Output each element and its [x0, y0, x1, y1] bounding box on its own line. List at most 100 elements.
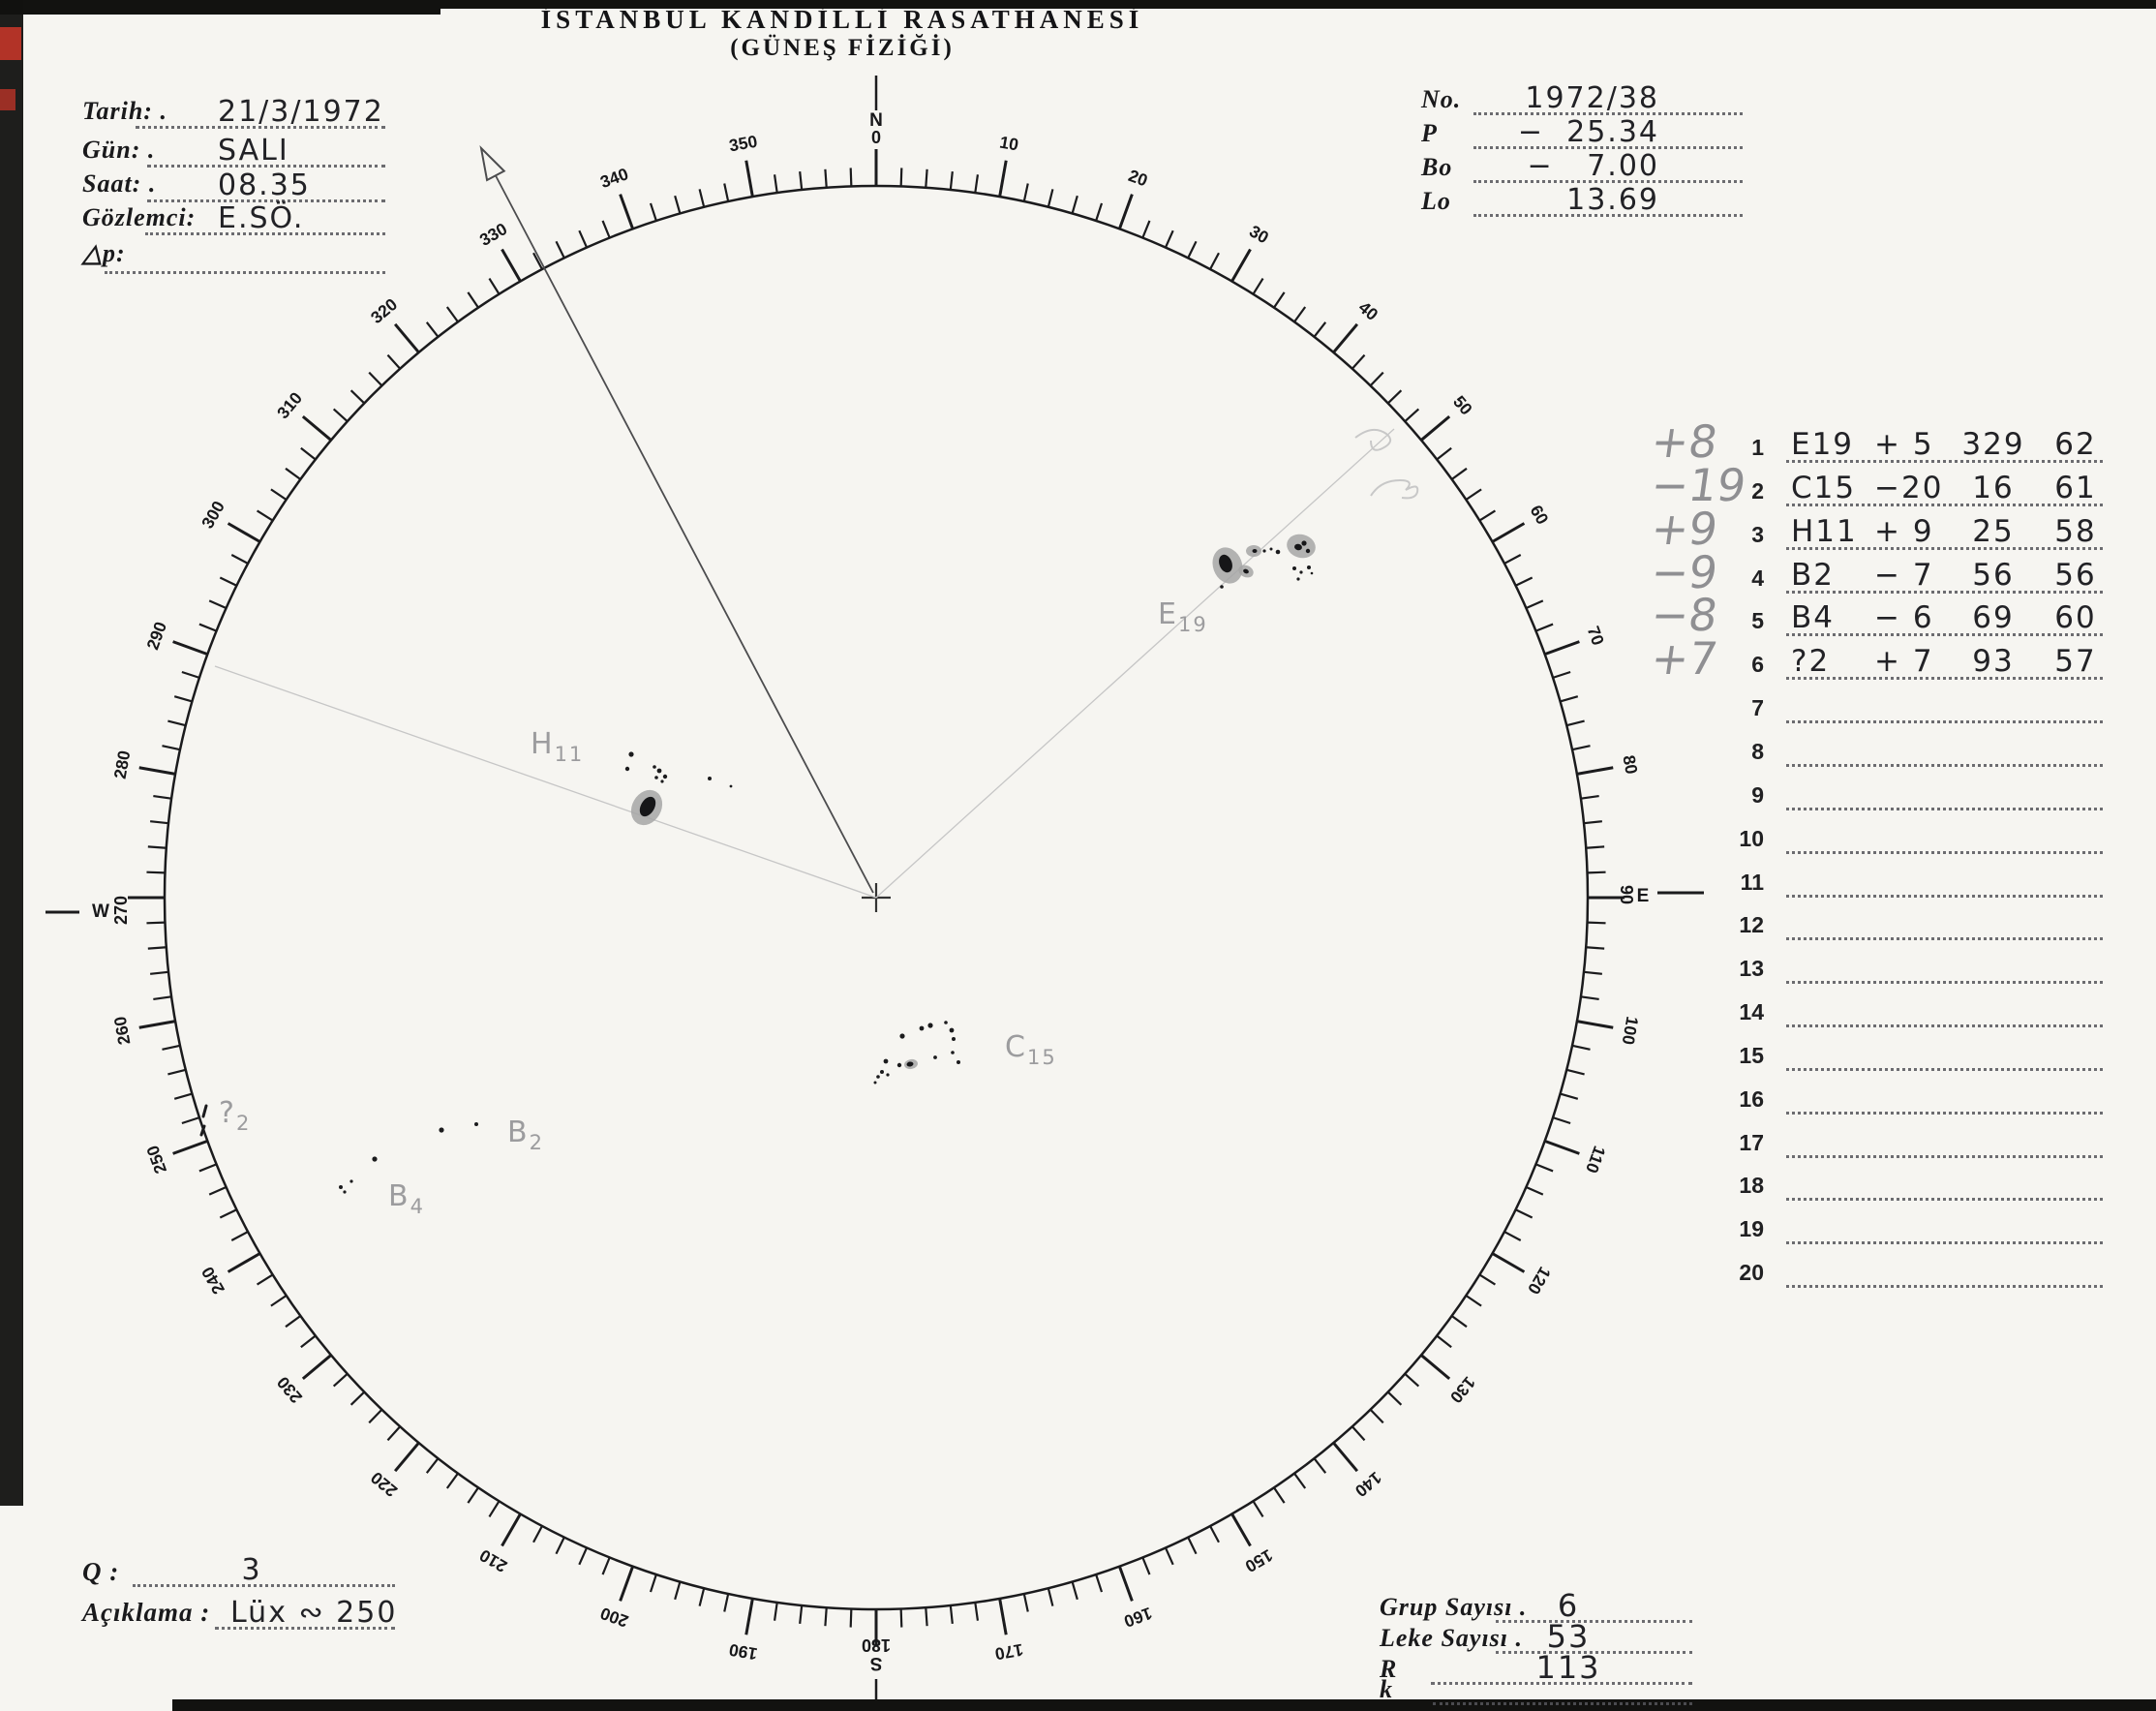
degree-tick — [1478, 1273, 1497, 1286]
form-right-dotted-line — [1473, 180, 1743, 183]
degree-tick — [1313, 1457, 1327, 1474]
footer-aciklama-label: Açıklama : — [82, 1598, 211, 1627]
degree-tick — [1526, 1185, 1544, 1196]
form-right-label: Bo — [1421, 153, 1453, 181]
degree-tick — [256, 1273, 274, 1286]
degree-label: 280 — [110, 749, 135, 779]
sunspot-dot — [729, 784, 733, 788]
degree-label: 260 — [110, 1015, 135, 1046]
degree-tick — [349, 1390, 366, 1406]
degree-tick — [1071, 1581, 1078, 1601]
form-right-value: − 25.34 — [1517, 115, 1659, 149]
degree-tick — [849, 168, 853, 187]
sunspot-umbra — [1294, 543, 1302, 551]
degree-tick — [1450, 467, 1468, 480]
sunspot-dot — [1296, 577, 1300, 581]
table-row-dotted-line — [1786, 633, 2103, 637]
sunspot-dot — [349, 1179, 353, 1183]
sunspot-dash — [199, 1124, 206, 1137]
degree-tick — [162, 1044, 181, 1051]
degree-tick — [1552, 670, 1571, 679]
compass-north-label: N — [869, 110, 883, 131]
table-cell-latitude: − 6 — [1874, 600, 1934, 636]
degree-tick — [1565, 1068, 1585, 1076]
table-row-dotted-line — [1786, 1154, 2103, 1158]
degree-tick — [153, 794, 172, 800]
degree-tick — [349, 389, 366, 405]
degree-label: 300 — [197, 498, 228, 533]
sunspot-umbra-dot — [1305, 548, 1311, 554]
table-cell-longitude: 25 — [1972, 513, 2015, 549]
table-row-number: 15 — [1739, 1042, 1764, 1068]
compass-east-label: E — [1637, 886, 1650, 906]
footer-right-label: Grup Sayısı . — [1380, 1593, 1528, 1621]
degree-tick — [181, 670, 200, 679]
degree-tick — [172, 640, 208, 657]
degree-tick — [1552, 1116, 1571, 1125]
degree-tick — [974, 174, 980, 194]
table-row-number: 18 — [1739, 1173, 1764, 1199]
degree-tick — [949, 171, 954, 191]
degree-tick — [1230, 1512, 1252, 1547]
sunspot-dot — [662, 774, 668, 779]
degree-tick — [1351, 1425, 1366, 1442]
degree-tick — [532, 252, 543, 270]
degree-tick — [1587, 871, 1606, 874]
scan-top-edge — [0, 0, 2156, 9]
degree-tick — [230, 1231, 249, 1241]
degree-tick — [1313, 321, 1327, 338]
sunspot-dot — [656, 768, 662, 774]
degree-tick — [1583, 820, 1602, 825]
table-row-number: 19 — [1739, 1216, 1764, 1242]
degree-tick — [198, 623, 217, 632]
degree-tick — [146, 871, 166, 874]
degree-tick — [649, 202, 657, 222]
table-cell-group: B4 — [1791, 600, 1835, 636]
form-left-label: Gözlemci: — [82, 203, 197, 231]
footer-q-dotted-line — [133, 1584, 395, 1587]
table-row-number: 16 — [1739, 1085, 1764, 1112]
degree-tick — [974, 1602, 980, 1621]
degree-tick — [674, 195, 682, 214]
table-row-dotted-line — [1786, 1067, 2103, 1071]
footer-aciklama-value: Lüx ∾ 250 — [230, 1596, 398, 1630]
degree-tick — [467, 291, 479, 309]
degree-label: 10 — [998, 132, 1020, 154]
form-left-value: SALI — [218, 134, 289, 168]
degree-label: 230 — [273, 1373, 306, 1407]
degree-tick — [555, 1537, 565, 1555]
table-row-number: 10 — [1739, 825, 1764, 851]
scan-red-mark — [0, 27, 21, 60]
degree-tick — [208, 1185, 227, 1196]
degree-label: 80 — [1619, 753, 1641, 776]
footer-right-dotted-line — [1433, 1702, 1692, 1705]
table-row-number: 8 — [1751, 738, 1764, 764]
table-row-dotted-line — [1786, 460, 2103, 463]
form-left-dotted-line — [136, 126, 385, 129]
sunspot-dot — [883, 1058, 889, 1064]
form-left-dotted-line — [145, 232, 385, 235]
degree-tick — [1544, 1139, 1580, 1155]
degree-tick — [1369, 1408, 1384, 1424]
sunspot-dot — [957, 1060, 960, 1064]
degree-label: 330 — [476, 219, 511, 250]
degree-tick — [1586, 946, 1605, 950]
degree-label: 200 — [597, 1604, 631, 1632]
form-left-label: Saat: . — [82, 169, 157, 198]
degree-tick — [1420, 1354, 1451, 1381]
degree-label: 100 — [1619, 1015, 1643, 1046]
degree-tick — [619, 1566, 635, 1602]
degree-tick — [1117, 194, 1134, 229]
degree-label-180: 180 — [862, 1635, 891, 1655]
table-cell-latitude: + 7 — [1874, 644, 1934, 680]
footer-right-value: 6 — [1557, 1587, 1580, 1624]
sunspot-dot — [873, 1081, 877, 1085]
sunspot-dot — [896, 1062, 902, 1068]
degree-tick — [301, 1354, 332, 1381]
table-cell-measure: 60 — [2054, 600, 2097, 636]
degree-tick — [1560, 1092, 1579, 1100]
degree-label: 20 — [1126, 166, 1150, 191]
degree-tick — [1544, 640, 1580, 657]
degree-tick — [1576, 766, 1614, 776]
form-left-dotted-line — [105, 271, 385, 274]
